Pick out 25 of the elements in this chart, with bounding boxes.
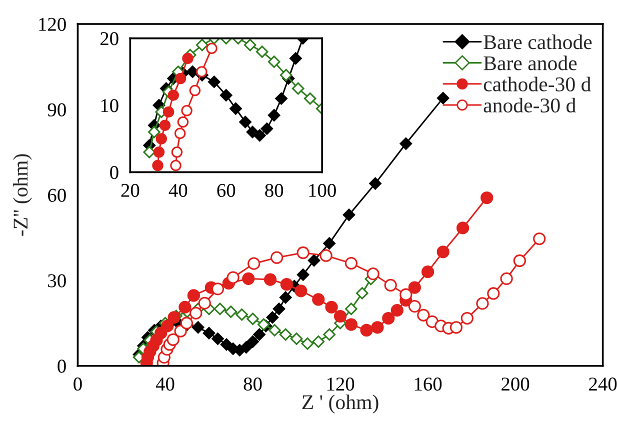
- y-tick-label: 20: [100, 32, 118, 46]
- y-tick-label: 30: [48, 274, 66, 288]
- legend-label: Bare anode: [484, 56, 577, 70]
- y-tick-label: 120: [39, 18, 66, 31]
- legend-label: cathode-30 d: [484, 76, 591, 92]
- y-tick-label: 10: [101, 99, 118, 112]
- x-tick-label: 0: [74, 378, 82, 391]
- x-tick-label: 40: [156, 378, 174, 391]
- legend-label: Bare cathode: [484, 34, 592, 50]
- x-tick-label: 200: [502, 378, 530, 391]
- x-tick-label: 60: [217, 184, 236, 197]
- x-axis-title: Z ' (ohm): [302, 394, 378, 414]
- x-tick-label: 100: [309, 184, 336, 197]
- x-tick-label: 80: [244, 378, 262, 391]
- legend-label: anode-30 d: [484, 98, 576, 113]
- y-tick-label: 0: [110, 166, 118, 180]
- x-tick-label: 240: [589, 378, 617, 391]
- y-axis-title: -Z'' (ohm): [13, 154, 32, 236]
- x-tick-label: 120: [327, 378, 354, 391]
- x-tick-label: 40: [168, 184, 188, 197]
- y-tick-label: 0: [58, 360, 66, 373]
- y-tick-label: 90: [48, 103, 66, 116]
- x-tick-label: 80: [265, 184, 284, 197]
- x-tick-label: 20: [121, 184, 140, 197]
- x-tick-label: 160: [414, 378, 442, 391]
